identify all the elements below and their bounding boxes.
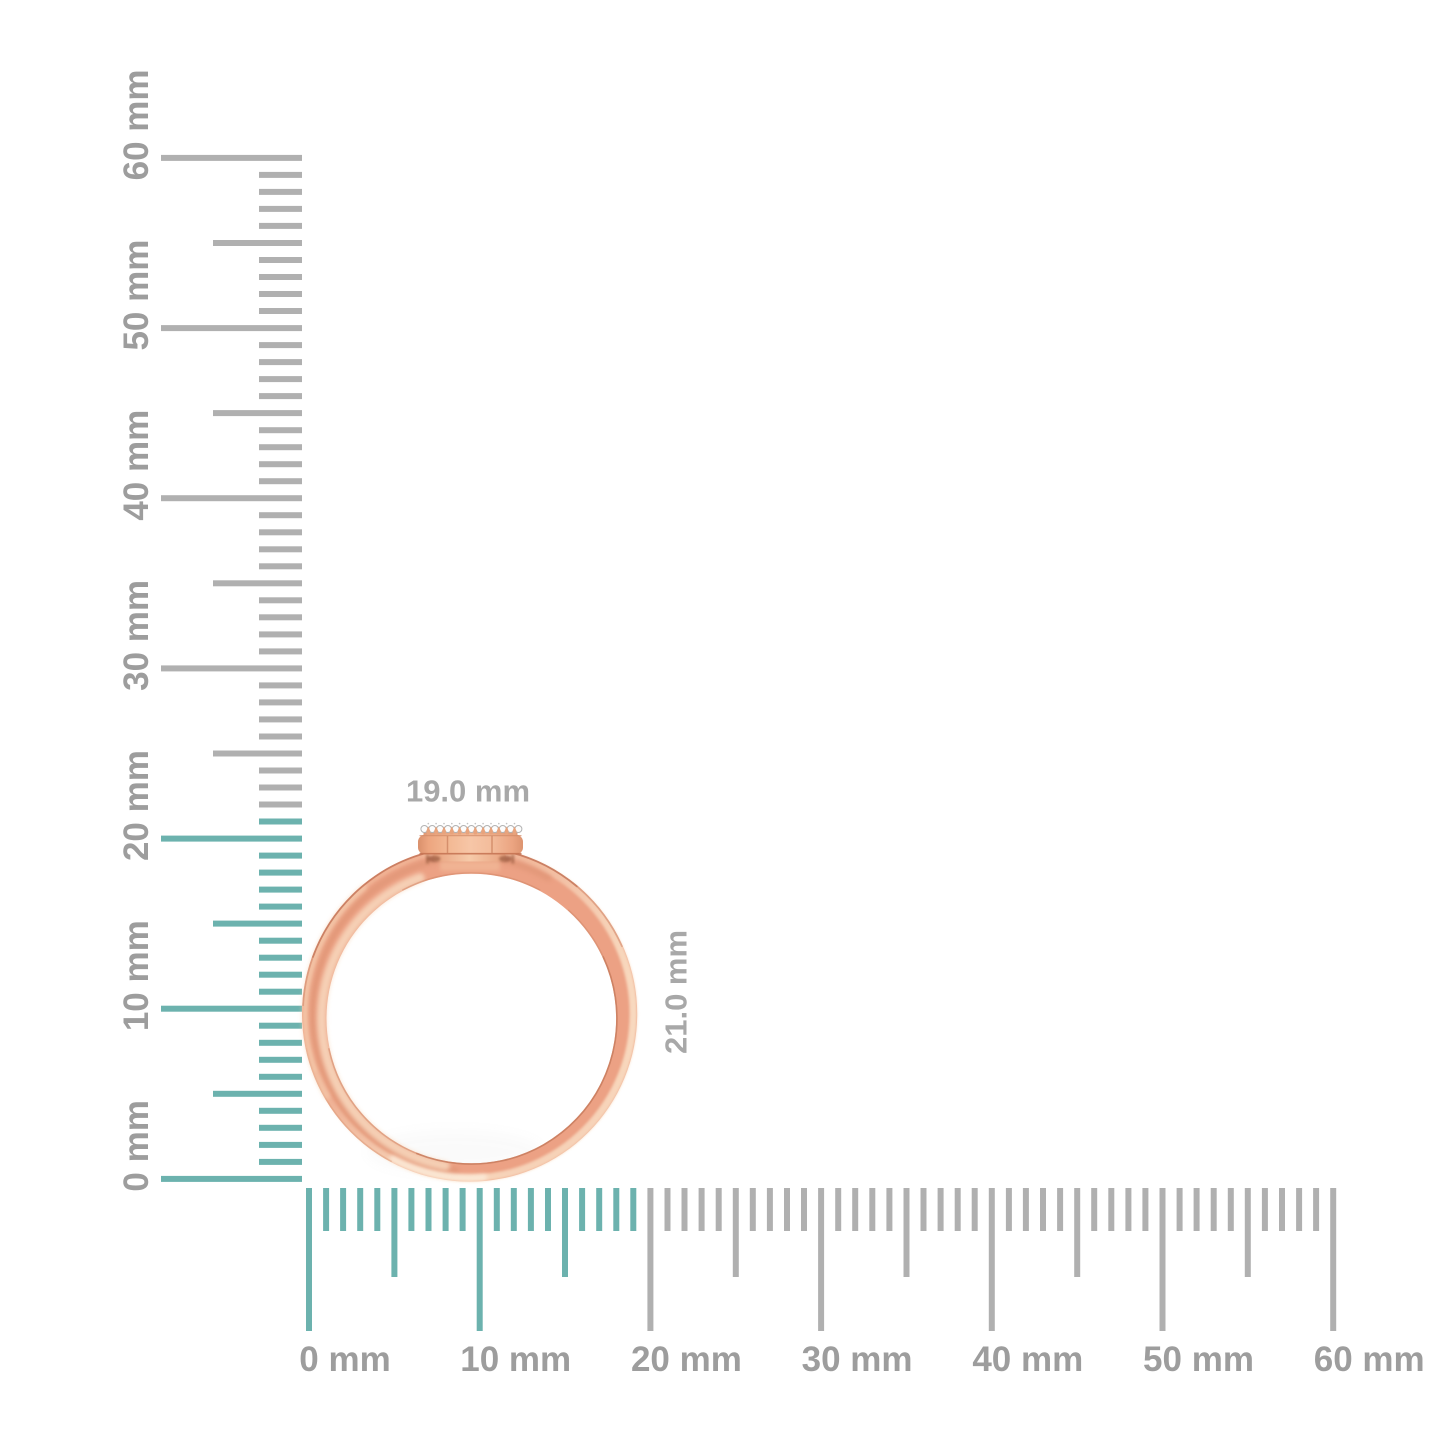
svg-text:21.0 mm: 21.0 mm	[659, 930, 694, 1054]
svg-text:10 mm: 10 mm	[117, 920, 156, 1031]
svg-text:0 mm: 0 mm	[117, 1100, 156, 1191]
svg-text:60 mm: 60 mm	[1314, 1340, 1425, 1379]
svg-text:19.0 mm: 19.0 mm	[406, 774, 530, 809]
svg-text:10 mm: 10 mm	[460, 1340, 571, 1379]
svg-text:20 mm: 20 mm	[117, 750, 156, 861]
svg-text:30 mm: 30 mm	[802, 1340, 913, 1379]
svg-text:40 mm: 40 mm	[117, 410, 156, 521]
svg-text:60 mm: 60 mm	[117, 69, 156, 180]
svg-text:50 mm: 50 mm	[117, 240, 156, 351]
svg-text:50 mm: 50 mm	[1143, 1340, 1254, 1379]
svg-text:20 mm: 20 mm	[631, 1340, 742, 1379]
svg-text:0 mm: 0 mm	[299, 1340, 390, 1379]
svg-text:30 mm: 30 mm	[117, 580, 156, 691]
svg-text:40 mm: 40 mm	[972, 1340, 1083, 1379]
